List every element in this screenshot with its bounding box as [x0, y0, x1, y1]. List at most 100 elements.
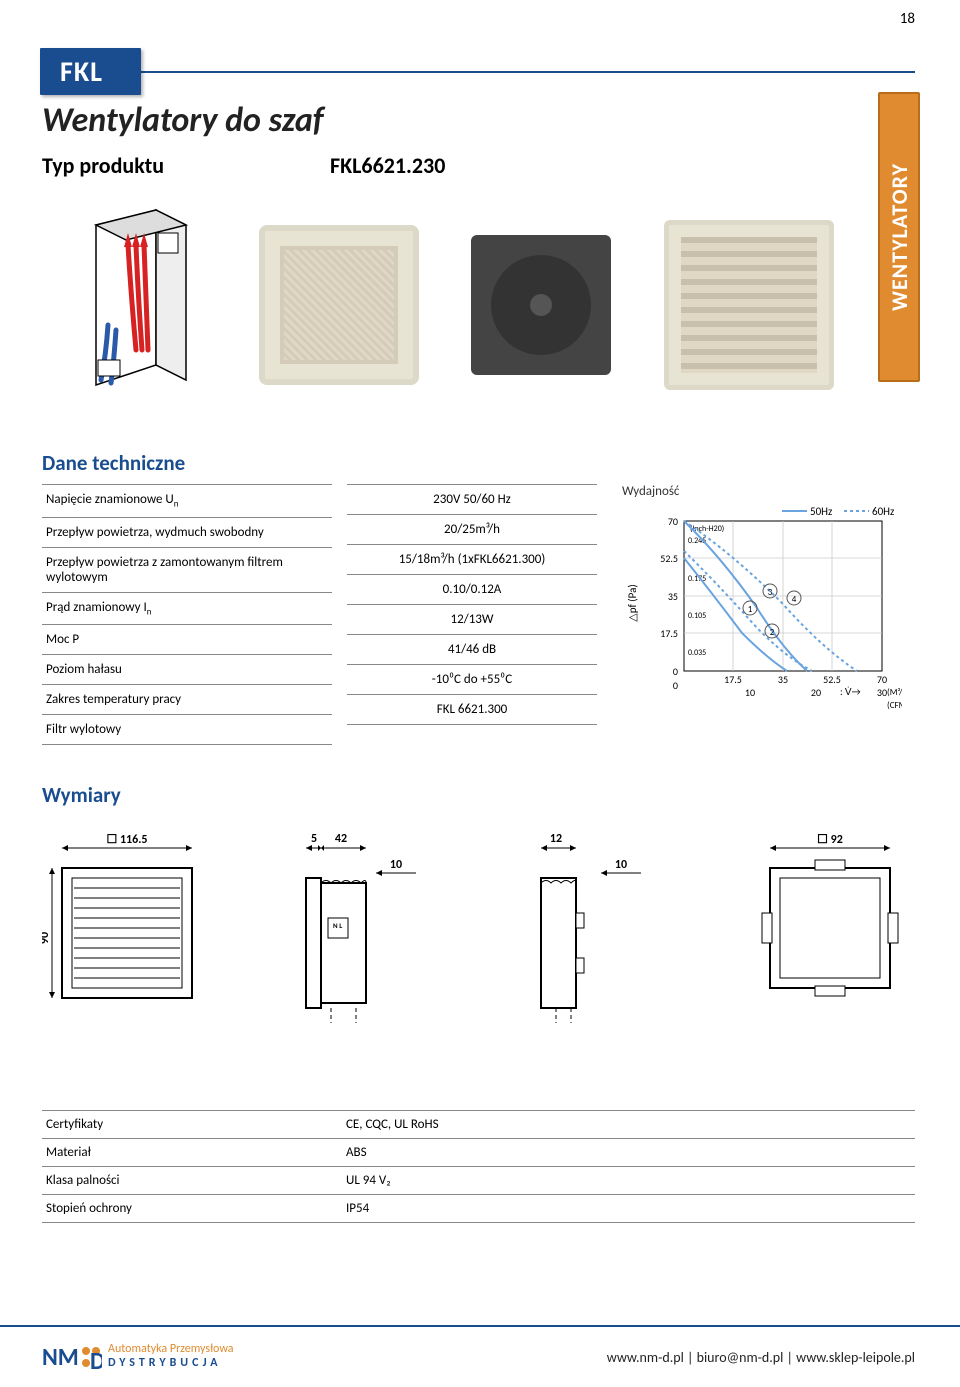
tech-value: 230V 50/60 Hz: [347, 484, 597, 515]
prop-value: UL 94 V₂: [346, 1173, 911, 1188]
svg-text:(M³/h): (M³/h): [887, 687, 902, 698]
tech-heading: Dane techniczne: [42, 450, 915, 476]
svg-text:NM: NM: [42, 1343, 79, 1372]
svg-text:: V̇→: : V̇→: [840, 685, 861, 698]
tech-label: Moc P: [42, 625, 332, 655]
svg-text:17.5: 17.5: [724, 673, 742, 686]
svg-text:0: 0: [673, 665, 678, 678]
svg-text:2: 2: [770, 627, 775, 638]
category-badge: FKL: [40, 48, 141, 95]
tech-label: Prąd znamionowy In: [42, 593, 332, 626]
tech-value: 12/13W: [347, 605, 597, 635]
svg-text:5: 5: [311, 832, 317, 846]
prop-label: Klasa palności: [46, 1173, 346, 1188]
svg-text:1: 1: [748, 604, 753, 615]
svg-text:0.105: 0.105: [688, 611, 706, 621]
svg-text:35: 35: [778, 673, 788, 686]
svg-text:△pf (Pa): △pf (Pa): [626, 584, 639, 621]
page-title: Wentylatory do szaf: [42, 100, 324, 141]
filter-front-image: [259, 225, 419, 385]
title-text: Wentylatory do szaf: [42, 100, 324, 141]
performance-chart: 50Hz 60Hz 70 52.5 35 17.5 0: [622, 503, 902, 713]
svg-text:60Hz: 60Hz: [872, 505, 895, 518]
prop-label: Materiał: [46, 1145, 346, 1160]
tech-value: 15/18m³/h (1xFKL6621.300): [347, 545, 597, 575]
dim-back-figure: ☐ 92: [745, 828, 915, 1028]
svg-text:10: 10: [615, 858, 627, 872]
tech-label: Przepływ powietrza z zamontowanym filtre…: [42, 548, 332, 593]
category-side-tab: WENTYLATORY: [878, 92, 920, 382]
svg-text:D: D: [90, 1347, 102, 1375]
prop-value: ABS: [346, 1145, 911, 1160]
tech-value: 41/46 dB: [347, 635, 597, 665]
svg-text:17.5: 17.5: [660, 627, 678, 640]
nmd-logo-icon: NM D: [42, 1339, 102, 1375]
svg-text:4: 4: [792, 594, 797, 605]
logo-text: Automatyka Przemysłowa DYSTRYBUCJA: [108, 1343, 234, 1371]
svg-text:90: 90: [42, 932, 52, 944]
dim-side1-figure: 5 42 10 N L: [286, 828, 446, 1028]
svg-text:35: 35: [668, 590, 678, 603]
dimensions-heading: Wymiary: [42, 782, 915, 808]
tech-value: 20/25m³/h: [347, 515, 597, 545]
prop-label: Stopień ochrony: [46, 1201, 346, 1216]
logo-tagline-2: DYSTRYBUCJA: [108, 1357, 234, 1371]
tech-data-section: Dane techniczne Napięcie znamionowe Un P…: [42, 450, 915, 745]
svg-text:0.035: 0.035: [688, 648, 706, 658]
svg-text:30: 30: [877, 686, 887, 699]
tech-labels-column: Napięcie znamionowe Un Przepływ powietrz…: [42, 484, 332, 745]
tech-label: Filtr wylotowy: [42, 715, 332, 745]
performance-chart-area: Wydajność 50Hz 60Hz 70: [612, 484, 915, 713]
table-row: Certyfikaty CE, CQC, UL RoHS: [42, 1110, 915, 1139]
svg-text:20: 20: [811, 686, 821, 699]
svg-text:42: 42: [335, 832, 347, 846]
footer-links: www.nm-d.pl | biuro@nm-d.pl | www.sklep-…: [607, 1349, 915, 1366]
filter-fan-image: [471, 235, 611, 375]
prop-label: Certyfikaty: [46, 1117, 346, 1132]
tech-label: Zakres temperatury pracy: [42, 685, 332, 715]
dimensions-section: Wymiary ☐ 116.5 90 5 42 10: [42, 782, 915, 1028]
svg-text:☐ 116.5: ☐ 116.5: [106, 833, 147, 847]
svg-text:70: 70: [668, 515, 678, 528]
dim-side2-figure: 12 10: [521, 828, 671, 1028]
tech-value: 0.10/0.12A: [347, 575, 597, 605]
header-rule: [141, 71, 915, 73]
side-tab-text: WENTYLATORY: [886, 163, 913, 311]
company-logo: NM D Automatyka Przemysłowa DYSTRYBUCJA: [42, 1339, 234, 1375]
footer-bar: NM D Automatyka Przemysłowa DYSTRYBUCJA …: [0, 1325, 960, 1387]
tech-value: FKL 6621.300: [347, 695, 597, 725]
svg-text:10: 10: [390, 858, 402, 872]
prop-value: IP54: [346, 1201, 911, 1216]
filter-louver-image: [664, 220, 834, 390]
page-number: 18: [900, 10, 915, 28]
svg-text:70: 70: [877, 673, 887, 686]
svg-text:52.5: 52.5: [660, 552, 678, 565]
svg-text:12: 12: [550, 832, 562, 846]
product-type-label: Typ produktu: [42, 152, 164, 179]
product-type-value: FKL6621.230: [330, 152, 445, 179]
svg-text:N L: N L: [333, 921, 342, 930]
table-row: Stopień ochrony IP54: [42, 1195, 915, 1223]
svg-text:3: 3: [768, 587, 773, 598]
svg-text:(CFM): (CFM): [887, 700, 902, 711]
product-image-row: [50, 200, 860, 410]
tech-value: -10⁰C do +55⁰C: [347, 665, 597, 695]
table-row: Klasa palności UL 94 V₂: [42, 1167, 915, 1195]
prop-value: CE, CQC, UL RoHS: [346, 1117, 911, 1132]
svg-text:☐ 92: ☐ 92: [817, 833, 843, 847]
chart-title: Wydajność: [622, 484, 915, 499]
cabinet-diagram-icon: [76, 205, 206, 405]
svg-text:50Hz: 50Hz: [810, 505, 833, 518]
dim-front-figure: ☐ 116.5 90: [42, 828, 212, 1028]
svg-text:0: 0: [673, 679, 678, 692]
svg-text:10: 10: [745, 686, 755, 699]
tech-values-column: 230V 50/60 Hz 20/25m³/h 15/18m³/h (1xFKL…: [347, 484, 597, 725]
tech-label: Napięcie znamionowe Un: [42, 484, 332, 518]
properties-table: Certyfikaty CE, CQC, UL RoHS Materiał AB…: [42, 1110, 915, 1223]
tech-label: Przepływ powietrza, wydmuch swobodny: [42, 518, 332, 548]
svg-text:52.5: 52.5: [823, 673, 841, 686]
logo-tagline-1: Automatyka Przemysłowa: [108, 1343, 234, 1357]
tech-label: Poziom hałasu: [42, 655, 332, 685]
table-row: Materiał ABS: [42, 1139, 915, 1167]
header-row: FKL: [40, 48, 915, 95]
